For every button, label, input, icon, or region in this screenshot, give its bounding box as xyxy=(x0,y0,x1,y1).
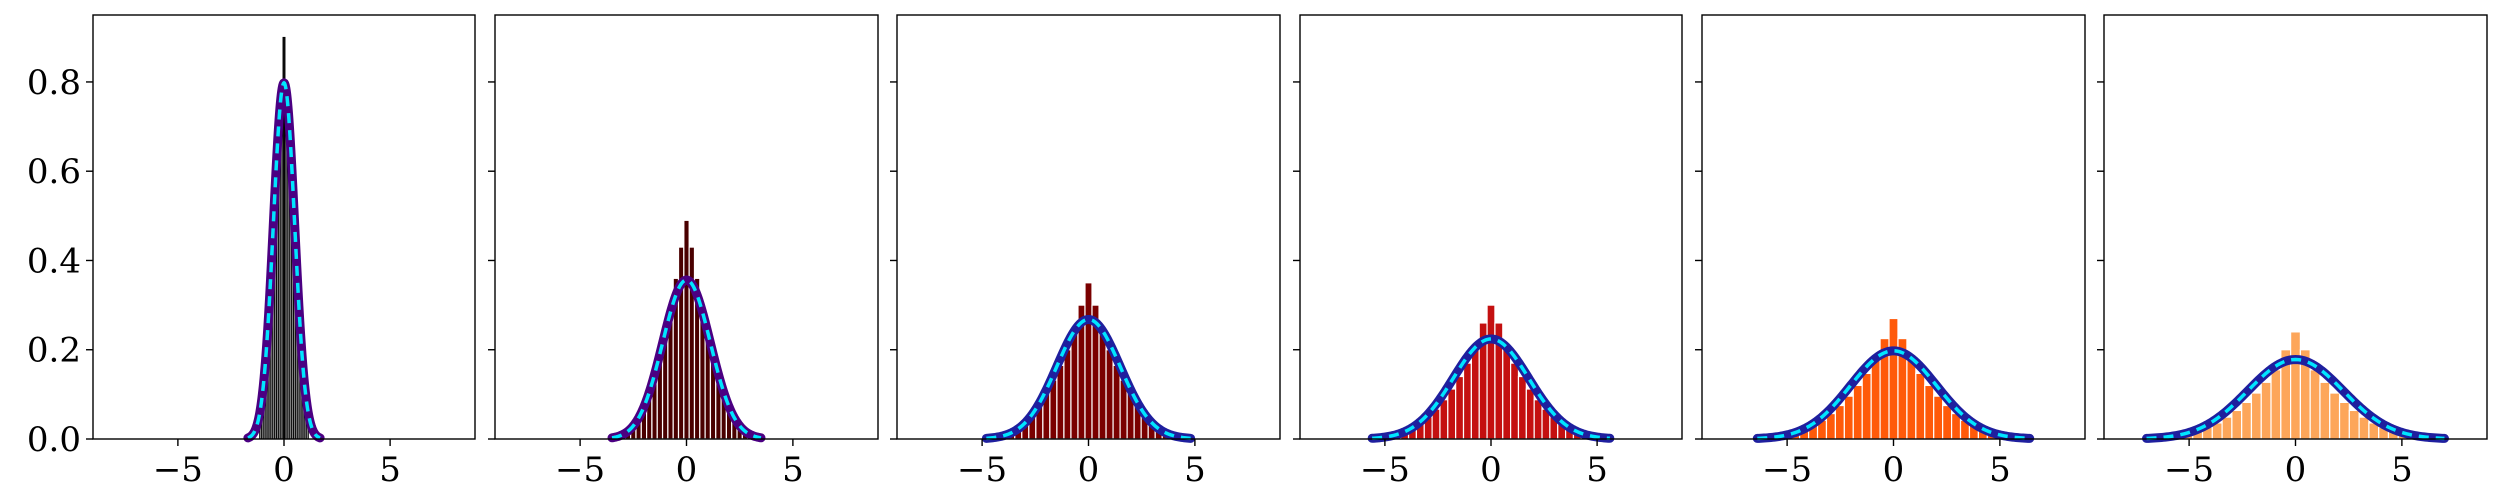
histogram-bar xyxy=(2270,369,2282,440)
histogram-bar xyxy=(1525,388,1535,440)
histogram-bar xyxy=(2221,416,2233,440)
histogram-bar xyxy=(2309,369,2321,440)
histogram-bar xyxy=(677,246,685,440)
x-tick-label: 5 xyxy=(2391,450,2413,490)
histogram-bar xyxy=(1098,329,1107,440)
histogram-bar xyxy=(1084,282,1093,440)
histogram-bar xyxy=(1112,364,1121,440)
histogram-bar xyxy=(1861,372,1872,440)
fit-curve-dashed xyxy=(247,80,321,440)
histogram-bar xyxy=(1843,395,1854,440)
fit-curve-dashed xyxy=(1757,349,2030,441)
histogram-bar xyxy=(1924,384,1935,440)
histogram-bar xyxy=(1852,384,1863,440)
histogram-bar xyxy=(1105,349,1114,440)
histogram-bar xyxy=(1439,399,1449,440)
y-tick-label: 0.8 xyxy=(27,63,81,103)
histogram-bar xyxy=(2348,409,2360,440)
histogram-bar xyxy=(1462,362,1472,440)
histogram-bar xyxy=(688,246,696,440)
histogram-bar xyxy=(1942,404,1953,440)
histogram-bar xyxy=(2231,409,2243,440)
x-tick-label: 0 xyxy=(1883,450,1905,490)
fit-curve-outline xyxy=(607,275,766,443)
histogram-bar xyxy=(2319,381,2331,440)
x-tick-label: 5 xyxy=(1184,450,1206,490)
x-tick-label: 0 xyxy=(1480,450,1502,490)
panel-3: −5 0 5 xyxy=(890,14,1281,490)
x-tick-label: 5 xyxy=(1586,450,1608,490)
histogram-bar xyxy=(1915,372,1926,440)
x-tick-label: 0 xyxy=(1078,450,1100,490)
x-tick-label: −5 xyxy=(957,450,1007,490)
histogram-bar xyxy=(1056,364,1065,440)
histogram-bar xyxy=(1455,375,1465,440)
histogram-bar xyxy=(1486,304,1496,440)
histogram-bar xyxy=(2329,392,2341,440)
histogram-bar xyxy=(1447,388,1457,440)
histogram-bar xyxy=(2241,401,2253,440)
x-tick-label: 0 xyxy=(676,450,698,490)
fit-curve-dashed xyxy=(986,317,1191,441)
panel-2: −5 0 5 xyxy=(488,14,879,490)
x-tick-label: −5 xyxy=(2164,450,2214,490)
x-tick-label: −5 xyxy=(555,450,605,490)
histogram-bar xyxy=(683,219,690,440)
x-tick-label: −5 xyxy=(1762,450,1812,490)
histogram-bar xyxy=(2250,392,2262,440)
x-tick-label: −5 xyxy=(153,450,203,490)
y-tick-label: 0.2 xyxy=(27,331,81,371)
histogram-bar xyxy=(1933,395,1944,440)
histogram-bar xyxy=(2290,331,2302,440)
x-tick-label: 5 xyxy=(782,450,804,490)
histogram-bar xyxy=(1070,329,1079,440)
histogram-bar xyxy=(2338,401,2350,440)
y-tick-label: 0.6 xyxy=(27,152,81,192)
fit-curve-dashed xyxy=(1372,337,1610,441)
x-tick-label: 0 xyxy=(273,450,295,490)
y-tick-label: 0.4 xyxy=(27,241,81,281)
histogram-bar xyxy=(1888,317,1899,440)
histogram-bar xyxy=(1470,346,1480,440)
histogram-bar xyxy=(1870,358,1881,440)
fit-curve-dashed xyxy=(2146,357,2445,441)
histogram-bar xyxy=(1834,404,1845,440)
x-tick-label: 5 xyxy=(1989,450,2011,490)
histogram-bar xyxy=(2358,416,2370,440)
x-tick-label: 0 xyxy=(2285,450,2307,490)
panel-6: −5 0 5 xyxy=(2097,14,2488,490)
histogram-bar xyxy=(2260,381,2272,440)
histogram-bar xyxy=(1533,399,1543,440)
panel-4: −5 0 5 xyxy=(1293,14,1683,490)
histogram-bar xyxy=(1906,358,1917,440)
x-tick-label: 5 xyxy=(379,450,401,490)
histogram-bar xyxy=(1502,346,1512,440)
histogram-bar xyxy=(1517,375,1527,440)
panel-1: −5 0 5 0.0 0.2 0.4 0.6 0.8 xyxy=(27,14,476,490)
y-tick-label: 0.0 xyxy=(27,420,81,460)
panel-5: −5 0 5 xyxy=(1695,14,2086,490)
histogram-bar xyxy=(1510,362,1520,440)
histogram-bar xyxy=(1063,349,1072,440)
x-tick-label: −5 xyxy=(1360,450,1410,490)
